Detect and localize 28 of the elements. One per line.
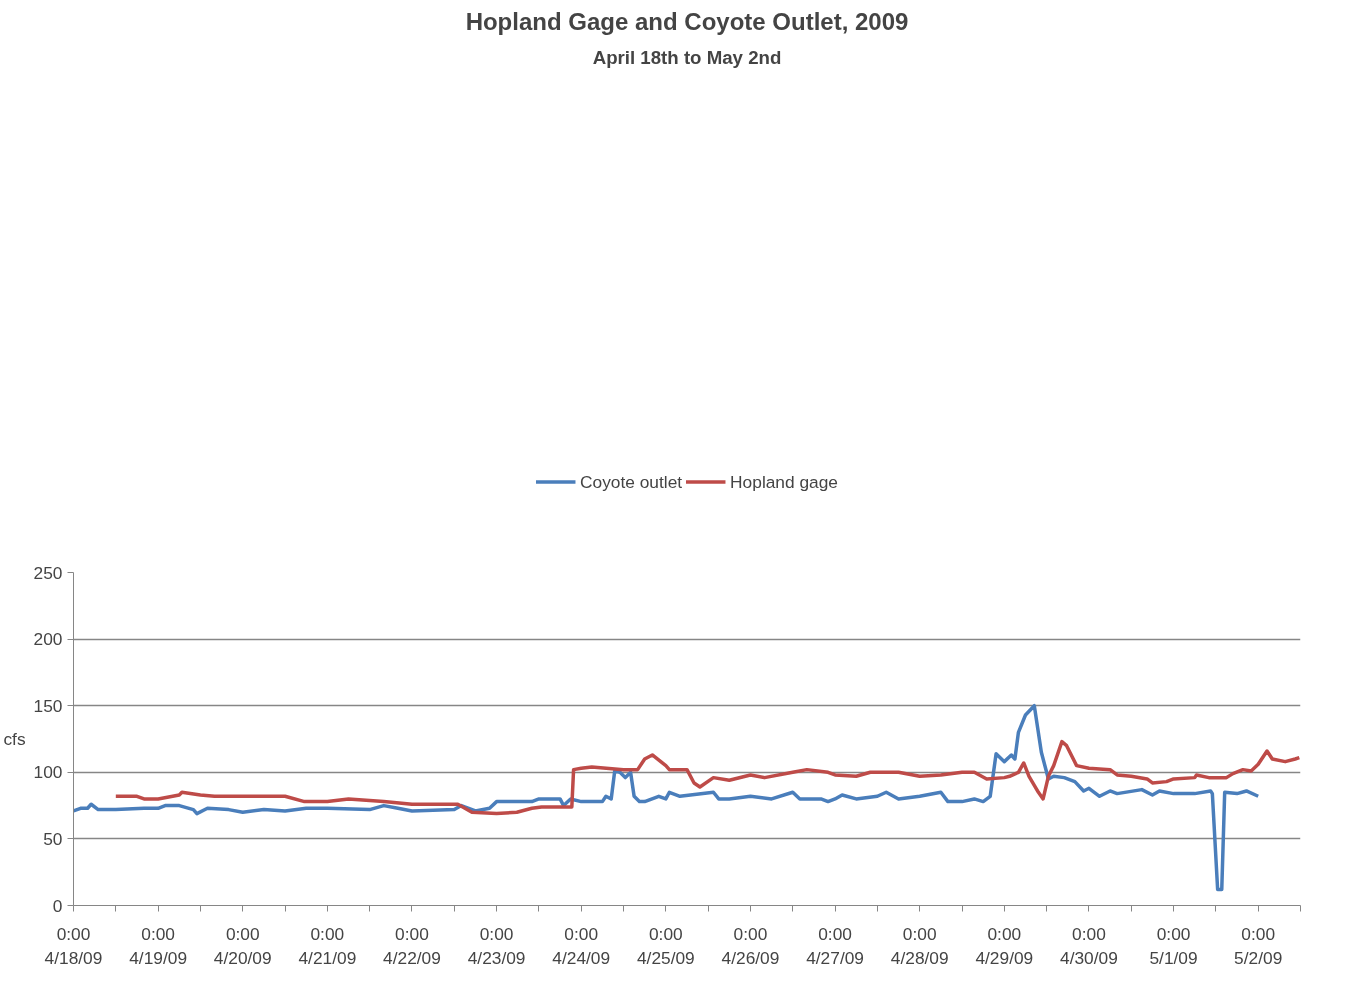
chart-subtitle: April 18th to May 2nd [592,46,782,68]
legend-label: Hopland gage [730,471,839,493]
x-tick-label: 0:00 4/29/09 [975,923,1034,968]
y-axis-title: cfs [3,729,26,749]
y-tick-label: 150 [33,695,63,716]
y-tick-label: 50 [43,828,63,849]
y-tick-label: 200 [33,629,63,650]
x-tick-label: 0:00 4/18/09 [44,923,103,968]
line-series [73,703,1260,892]
x-tick-label: 0:00 4/30/09 [1060,923,1118,968]
chart-title: Hopland Gage and Coyote Outlet, 2009 [465,7,909,35]
y-tick-label: 250 [33,562,63,583]
x-tick-label: 0:00 4/23/09 [467,923,526,968]
x-tick-label: 0:00 4/19/09 [129,923,188,968]
x-tick-label: 0:00 4/22/09 [383,923,441,968]
y-tick-label: 0 [52,895,63,916]
legend-label: Coyote outlet [579,471,683,493]
x-tick-label: 0:00 5/1/09 [1149,923,1198,968]
x-tick-label: 0:00 4/25/09 [636,923,695,968]
x-tick-label: 0:00 4/21/09 [298,923,357,968]
x-tick-label: 0:00 4/24/09 [552,923,611,968]
x-tick-label: 0:00 4/26/09 [721,923,780,968]
x-tick-label: 0:00 5/2/09 [1234,923,1283,968]
y-tick-label: 100 [33,762,63,783]
x-tick-label: 0:00 4/28/09 [890,923,949,968]
x-tick-label: 0:00 4/27/09 [806,923,865,968]
line-series [114,739,1301,816]
x-tick-label: 0:00 4/20/09 [213,923,272,968]
